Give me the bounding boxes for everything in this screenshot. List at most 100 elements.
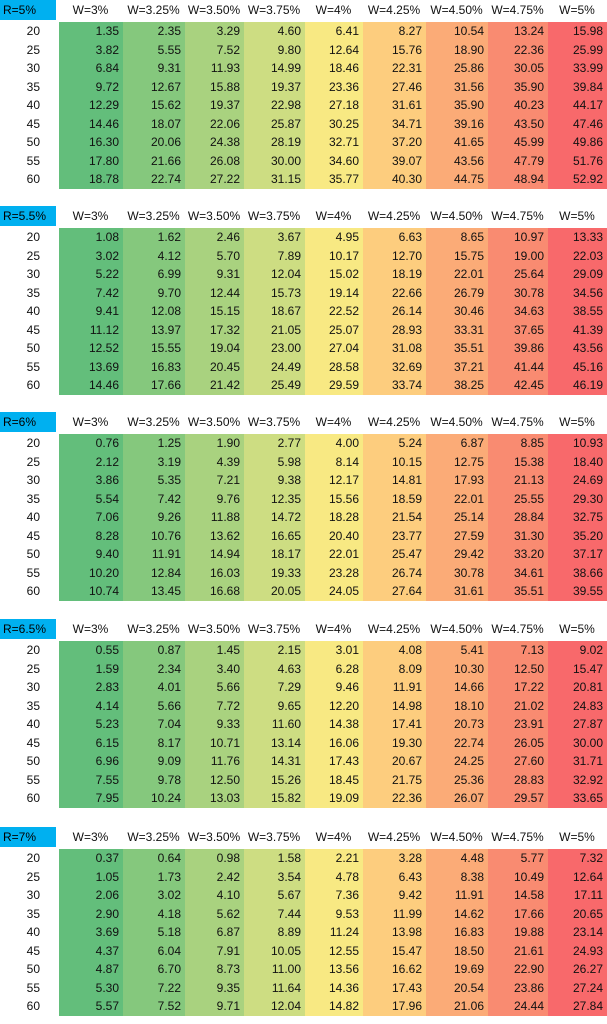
heatmap-cell: 22.01: [305, 545, 363, 564]
table-title: R=6%: [0, 412, 56, 432]
heatmap-cell: 22.01: [426, 265, 488, 284]
heatmap-cell: 44.75: [426, 170, 488, 189]
heatmap-cell: 5.57: [59, 997, 123, 1016]
heatmap-cell: 35.77: [305, 170, 363, 189]
table-row: 50 6.96 9.09 11.76 14.31 17.43 20.67 24.25 27.60…: [0, 752, 607, 771]
column-header: W=3%: [72, 415, 109, 429]
heatmap-cell: 39.16: [426, 114, 488, 133]
heatmap-cell: 9.70: [123, 283, 185, 302]
heatmap-cell: 28.93: [363, 320, 426, 339]
heatmap-cell: 13.03: [185, 789, 244, 808]
heatmap-cell: 12.29: [59, 96, 123, 115]
row-label: 55: [26, 359, 40, 374]
table-row: 60 14.46 17.66 21.42 25.49 29.59 33.74 38.25 42.…: [0, 376, 607, 395]
heatmap-cell: 35.20: [548, 526, 607, 545]
heatmap-cell: 6.87: [426, 434, 488, 453]
column-header: W=5%: [559, 209, 595, 223]
heatmap-cell: 3.69: [59, 923, 123, 942]
heatmap-cell: 11.91: [426, 886, 488, 905]
heatmap-cell: 6.70: [123, 960, 185, 979]
heatmap-cell: 45.16: [548, 357, 607, 376]
heatmap-cell: 30.46: [426, 302, 488, 321]
heatmap-cell: 16.83: [426, 923, 488, 942]
heatmap-cell: 12.64: [548, 867, 607, 886]
heatmap-cell: 47.46: [548, 114, 607, 133]
table-row: 50 12.52 15.55 19.04 23.00 27.04 31.08 35.51 39.…: [0, 339, 607, 358]
heatmap-cell: 24.83: [548, 696, 607, 715]
heatmap-cell: 10.15: [363, 452, 426, 471]
heatmap-cell: 35.51: [426, 339, 488, 358]
heatmap-cell: 23.91: [488, 715, 548, 734]
table-row: 40 3.69 5.18 6.87 8.89 11.24 13.98 16.83 19.88 23…: [0, 923, 607, 942]
row-label: 50: [26, 962, 40, 976]
column-header: W=4.25%: [367, 415, 421, 429]
heatmap-cell: 13.97: [123, 320, 185, 339]
heatmap-cell: 4.08: [363, 641, 426, 660]
row-label: 20: [26, 24, 40, 38]
heatmap-cell: 2.12: [59, 452, 123, 471]
heatmap-cell: 8.14: [305, 452, 363, 471]
table-row: 40 7.06 9.26 11.88 14.72 18.28 21.54 25.14 28.84…: [0, 508, 607, 527]
heatmap-cell: 37.20: [363, 133, 426, 152]
heatmap-cell: 5.41: [426, 641, 488, 660]
heatmap-cell: 14.99: [244, 59, 305, 78]
heatmap-cell: 13.69: [59, 357, 123, 376]
row-label: 40: [26, 304, 40, 318]
heatmap-cell: 17.43: [363, 978, 426, 997]
heatmap-cell: 9.09: [123, 752, 185, 771]
heatmap-cell: 13.56: [305, 960, 363, 979]
heatmap-cell: 3.02: [123, 886, 185, 905]
heatmap-cell: 21.75: [363, 770, 426, 789]
heatmap-cell: 24.49: [244, 357, 305, 376]
column-header: W=4%: [315, 209, 352, 223]
heatmap-cell: 17.66: [123, 376, 185, 395]
row-label: 30: [26, 267, 40, 281]
row-label: 25: [26, 454, 40, 469]
heatmap-cell: 27.24: [548, 978, 607, 997]
heatmap-cell: 47.79: [488, 151, 548, 170]
table-row: 30 6.84 9.31 11.93 14.99 18.46 22.31 25.86 30.05…: [0, 59, 607, 78]
heatmap-cell: 22.98: [244, 96, 305, 115]
heatmap-cell: 33.99: [548, 59, 607, 78]
heatmap-cell: 10.30: [426, 659, 488, 678]
column-header: W=4%: [315, 3, 352, 17]
heatmap-cell: 27.64: [363, 582, 426, 601]
row-label: 20: [26, 230, 40, 244]
row-label: 45: [26, 528, 40, 543]
heatmap-cell: 48.94: [488, 170, 548, 189]
heatmap-cell: 4.78: [305, 867, 363, 886]
table-row: 55 7.55 9.78 12.50 15.26 18.45 21.75 25.36 28.83…: [0, 770, 607, 789]
heatmap-cell: 20.67: [363, 752, 426, 771]
heatmap-cell: 25.99: [548, 40, 607, 59]
heatmap-cell: 4.63: [244, 659, 305, 678]
column-header: W=3.25%: [127, 830, 180, 844]
heatmap-cell: 7.06: [59, 508, 123, 527]
column-header: W=4.75%: [491, 622, 544, 636]
row-label: 35: [26, 698, 40, 713]
heatmap-cell: 3.40: [185, 659, 244, 678]
heatmap-cell: 19.30: [363, 733, 426, 752]
heatmap-cell: 9.41: [59, 302, 123, 321]
row-label: 20: [26, 851, 40, 865]
table-title: R=6.5%: [0, 619, 56, 639]
heatmap-cell: 20.06: [123, 133, 185, 152]
heatmap-cell: 0.87: [123, 641, 185, 660]
heatmap-cell: 4.60: [244, 22, 305, 41]
table-row: 30 5.22 6.99 9.31 12.04 15.02 18.19 22.01 25.64 2…: [0, 265, 607, 284]
heatmap-cell: 5.62: [185, 904, 244, 923]
heatmap-cell: 10.05: [244, 941, 305, 960]
row-label: 40: [26, 98, 40, 112]
heatmap-cell: 23.00: [244, 339, 305, 358]
header-row: R=5.5% W=3% W=3.25% W=3.50% W=3.75% W=4% W=4.2…: [0, 206, 607, 226]
heatmap-cell: 49.86: [548, 133, 607, 152]
heatmap-cell: 26.27: [548, 960, 607, 979]
heatmap-cell: 22.06: [185, 114, 244, 133]
column-header: W=3.50%: [187, 3, 241, 17]
heatmap-cell: 10.49: [488, 867, 548, 886]
heatmap-cell: 15.55: [123, 339, 185, 358]
heatmap-cell: 16.03: [185, 563, 244, 582]
heatmap-cell: 2.15: [244, 641, 305, 660]
heatmap-cell: 13.98: [363, 923, 426, 942]
heatmap-cell: 17.66: [488, 904, 548, 923]
heatmap-cell: 9.35: [185, 978, 244, 997]
